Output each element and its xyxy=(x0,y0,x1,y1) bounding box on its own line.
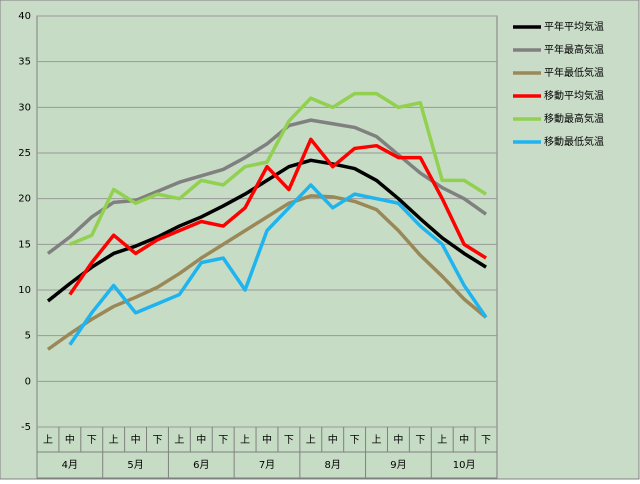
x-tick-label: 下 xyxy=(481,435,491,446)
y-tick-label: 5 xyxy=(25,331,31,342)
y-tick-label: 25 xyxy=(18,148,31,159)
month-label: 6月 xyxy=(193,459,209,471)
x-tick-label: 上 xyxy=(372,434,382,446)
x-tick-label: 上 xyxy=(109,434,119,446)
series-line xyxy=(68,183,488,346)
x-tick-label: 上 xyxy=(43,434,53,446)
legend-label: 移動最低気温 xyxy=(544,135,604,148)
x-tick-label: 中 xyxy=(262,433,272,446)
x-tick-label: 上 xyxy=(306,434,316,446)
y-tick-label: -5 xyxy=(21,422,31,433)
x-tick-label: 上 xyxy=(240,434,250,446)
legend-label: 移動平均気温 xyxy=(544,89,604,102)
x-tick-label: 下 xyxy=(152,435,162,446)
x-tick-label: 下 xyxy=(284,435,294,446)
x-tick-label: 上 xyxy=(174,434,184,446)
x-tick-label: 中 xyxy=(65,433,75,446)
legend-label: 平年最高気温 xyxy=(544,43,604,56)
plot-area xyxy=(36,15,498,479)
series-line xyxy=(69,91,487,246)
series-line xyxy=(68,137,487,296)
month-label: 7月 xyxy=(259,459,275,471)
x-tick-label: 中 xyxy=(393,433,403,446)
x-tick-label: 中 xyxy=(328,433,338,446)
x-tick-label: 中 xyxy=(131,433,141,446)
legend-label: 移動最高気温 xyxy=(544,112,604,125)
y-tick-label: 20 xyxy=(18,194,31,205)
legend-label: 平年最低気温 xyxy=(544,66,604,79)
x-tick-label: 上 xyxy=(437,434,447,446)
x-tick-label: 下 xyxy=(218,435,228,446)
x-tick-label: 中 xyxy=(196,433,206,446)
month-label: 5月 xyxy=(127,459,143,471)
x-tick-label: 下 xyxy=(350,435,360,446)
x-tick-label: 中 xyxy=(459,433,469,446)
y-tick-label: 0 xyxy=(25,376,31,387)
series-line xyxy=(46,194,488,351)
x-tick-label: 下 xyxy=(87,435,97,446)
month-label: 8月 xyxy=(325,459,341,471)
y-tick-label: 10 xyxy=(18,285,31,296)
y-tick-label: 40 xyxy=(18,11,31,22)
series-line xyxy=(46,118,488,255)
x-tick-label: 下 xyxy=(415,435,425,446)
month-label: 10月 xyxy=(453,459,476,471)
legend-label: 平年平均気温 xyxy=(544,20,604,33)
y-tick-label: 30 xyxy=(18,102,31,113)
y-tick-label: 35 xyxy=(18,57,31,68)
month-label: 4月 xyxy=(62,459,78,471)
month-label: 9月 xyxy=(390,459,406,471)
series-line xyxy=(46,158,487,303)
y-tick-label: 15 xyxy=(18,239,31,250)
